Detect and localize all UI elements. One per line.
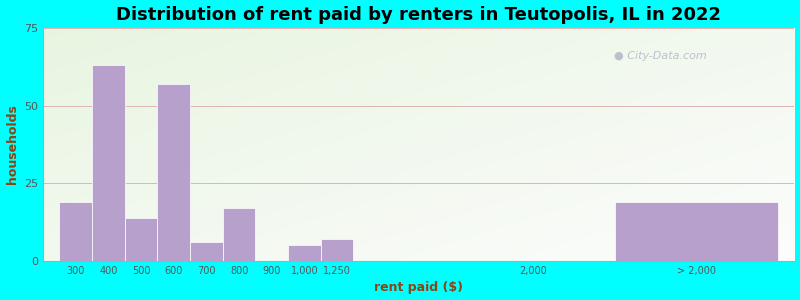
Bar [222,208,255,261]
Bar [190,242,222,261]
Bar [614,202,778,261]
Bar [92,65,125,261]
Bar [59,202,92,261]
Y-axis label: households: households [6,104,18,184]
X-axis label: rent paid ($): rent paid ($) [374,281,463,294]
Bar [288,245,321,261]
Bar [158,84,190,261]
Title: Distribution of rent paid by renters in Teutopolis, IL in 2022: Distribution of rent paid by renters in … [116,6,722,24]
Bar [321,239,354,261]
Text: ● City-Data.com: ● City-Data.com [614,51,707,61]
Bar [125,218,158,261]
